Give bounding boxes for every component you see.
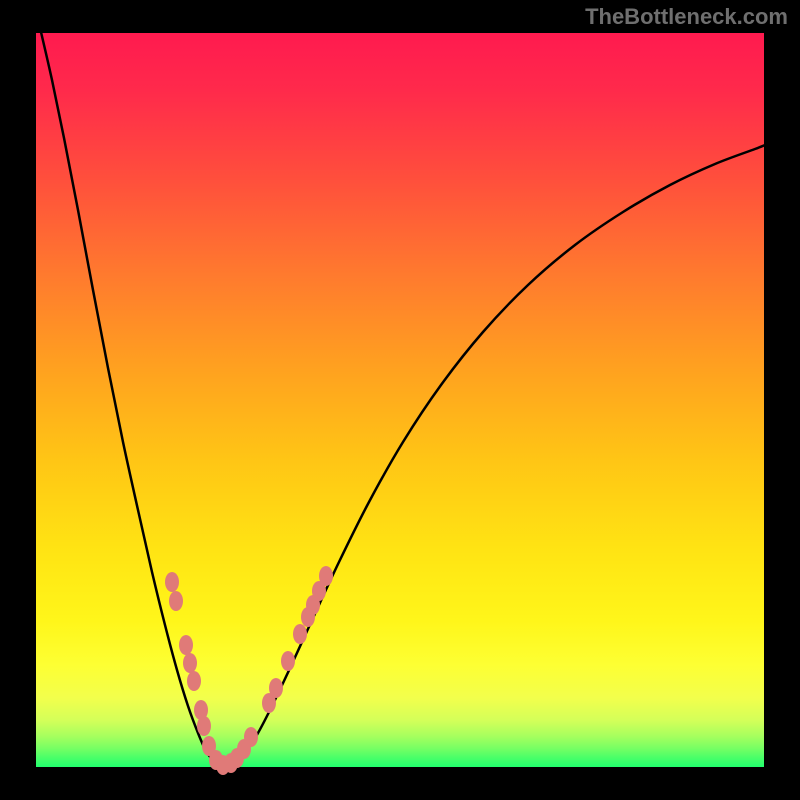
curve-marker: [269, 678, 283, 698]
curve-marker: [281, 651, 295, 671]
chart-svg: TheBottleneck.com: [0, 0, 800, 800]
curve-marker: [183, 653, 197, 673]
curve-marker: [293, 624, 307, 644]
curve-marker: [244, 727, 258, 747]
curve-marker: [197, 716, 211, 736]
curve-marker: [179, 635, 193, 655]
watermark-text: TheBottleneck.com: [585, 4, 788, 29]
curve-marker: [187, 671, 201, 691]
curve-marker: [169, 591, 183, 611]
curve-marker: [319, 566, 333, 586]
chart-container: TheBottleneck.com: [0, 0, 800, 800]
curve-marker: [165, 572, 179, 592]
plot-area: [35, 32, 765, 768]
